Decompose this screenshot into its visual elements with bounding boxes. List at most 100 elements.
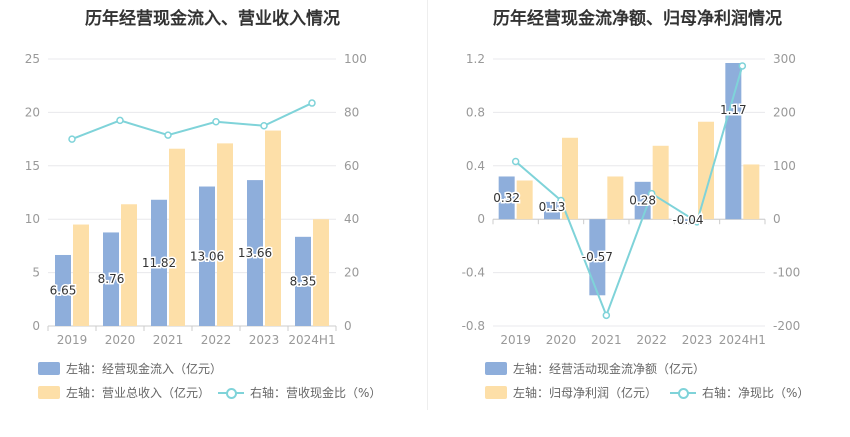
x-axis-tick-label: 2021 — [153, 333, 184, 347]
bar-series-1 — [103, 232, 119, 326]
bar-series-2 — [313, 219, 329, 326]
bar-series-1 — [151, 199, 167, 326]
left-axis-tick-label: 20 — [25, 105, 40, 119]
left-axis-tick-label: 15 — [25, 159, 40, 173]
right-axis-tick-label: 20 — [344, 266, 359, 280]
right-axis-tick-label: -100 — [773, 266, 800, 280]
right-axis-tick-label: 80 — [344, 105, 359, 119]
bar-data-label: 0.28 — [629, 194, 656, 208]
left-axis-tick-label: 0.4 — [466, 159, 485, 173]
chart-title-left: 历年经营现金流入、营业收入情况 — [85, 9, 340, 29]
bar-data-label: 8.76 — [98, 272, 125, 286]
legend-label: 左轴：营业总收入（亿元） — [66, 386, 211, 400]
legend-item-ratio[interactable]: 右轴：营收现金比（%） — [218, 384, 381, 401]
chart-svg-left: 0 5 10 15 20 25 0 20 40 60 80 100 2019 2020 2021 2022 20… — [25, 52, 367, 347]
x-axis-tick-label: 2021 — [591, 333, 622, 347]
legend-item-net-profit[interactable]: 左轴：归母净利润（亿元） — [485, 384, 657, 401]
legend-label: 右轴：营收现金比（%） — [250, 386, 382, 400]
right-axis-tick-label: 100 — [773, 159, 796, 173]
bar-data-label: 0.13 — [539, 200, 566, 214]
chart-panel-right: 历年经营现金流净额、归母净利润情况 -0.8 -0.4 0 0.4 0.8 1.2 -200… — [425, 0, 850, 437]
x-axis-tick-label: 2024H1 — [288, 333, 335, 347]
bar-series-2 — [607, 176, 624, 220]
bar-data-label: -0.04 — [672, 213, 703, 227]
bar-data-label: 0.32 — [493, 191, 520, 205]
legend-line-icon — [670, 386, 696, 399]
right-axis-tick-label: 40 — [344, 212, 359, 226]
left-axis-tick-label: 1.2 — [466, 52, 485, 66]
ratio-point — [308, 99, 316, 107]
bar-series-1 — [589, 219, 606, 296]
ratio-point — [647, 189, 656, 198]
legend-line-icon — [218, 386, 244, 399]
bar-series-1 — [199, 186, 215, 326]
left-axis-tick-label: -0.8 — [462, 319, 485, 333]
ratio-line — [71, 102, 313, 141]
legend-swatch-bar1 — [38, 362, 60, 375]
bar-series-2 — [73, 224, 89, 326]
bar-data-label: 13.66 — [238, 246, 272, 260]
right-axis-tick-label: 200 — [773, 105, 796, 119]
x-axis-tick-label: 2019 — [500, 333, 531, 347]
ratio-point — [164, 131, 172, 139]
bar-data-label: -0.57 — [582, 250, 613, 264]
chart-title-right: 历年经营现金流净额、归母净利润情况 — [493, 9, 782, 29]
bar-data-label: 11.82 — [142, 256, 176, 270]
ratio-point — [738, 62, 747, 70]
legend-item-net-cash[interactable]: 左轴：经营活动现金流净额（亿元） — [485, 360, 705, 377]
legend-label: 右轴：净现比（%） — [702, 386, 810, 400]
left-axis-tick-label: 0 — [477, 212, 485, 226]
ratio-point — [212, 117, 220, 126]
right-axis-tick-label: 0 — [344, 319, 352, 333]
ratio-line — [515, 65, 744, 319]
bar-data-label: 6.65 — [50, 283, 77, 297]
bar-series-1 — [55, 254, 71, 326]
left-axis-tick-label: 5 — [32, 266, 40, 280]
ratio-point — [116, 116, 124, 125]
right-axis-tick-label: 60 — [344, 159, 359, 173]
legend-swatch-bar2 — [38, 386, 60, 399]
left-axis-tick-label: -0.4 — [462, 266, 485, 280]
bar-series-1 — [295, 236, 311, 326]
right-axis-tick-label: 300 — [773, 52, 796, 66]
bar-series-2 — [169, 148, 185, 326]
legend-swatch-bar2 — [485, 386, 507, 399]
legend-item-net-cash-ratio[interactable]: 右轴：净现比（%） — [670, 384, 809, 401]
ratio-point — [511, 157, 520, 166]
legend-label: 左轴：归母净利润（亿元） — [513, 386, 658, 400]
bar-series-2 — [516, 180, 533, 220]
bar-data-label: 1.17 — [720, 103, 747, 117]
panel-divider — [427, 0, 428, 410]
x-axis-tick-label: 2023 — [682, 333, 713, 347]
right-axis-tick-label: -200 — [773, 319, 800, 333]
bar-series-2 — [265, 130, 281, 326]
ratio-point — [68, 135, 76, 143]
x-axis-tick-label: 2019 — [57, 333, 88, 347]
bar-data-label: 13.06 — [190, 249, 224, 263]
left-axis-tick-label: 10 — [25, 212, 40, 226]
bar-series-2 — [562, 137, 578, 220]
bar-series-2 — [652, 145, 669, 220]
legend-item-cash-inflow[interactable]: 左轴：经营现金流入（亿元） — [38, 360, 222, 377]
legend-label: 左轴：经营活动现金流净额（亿元） — [513, 362, 706, 376]
bar-series-1 — [680, 219, 696, 225]
right-axis-tick-label: 0 — [773, 212, 781, 226]
chart-panel-left: 历年经营现金流入、营业收入情况 0 5 10 15 20 25 0 20 40 60 80 100 20… — [25, 9, 382, 401]
x-axis-tick-label: 2022 — [636, 333, 667, 347]
bar-series-1 — [498, 176, 515, 220]
bar-series-2 — [743, 164, 760, 220]
legend-swatch-bar1 — [485, 362, 507, 375]
legend-item-revenue[interactable]: 左轴：营业总收入（亿元） — [38, 384, 210, 401]
bar-series-1 — [544, 201, 560, 220]
x-axis-tick-label: 2020 — [105, 333, 136, 347]
x-axis-tick-label: 2022 — [201, 333, 232, 347]
x-axis-tick-label: 2024H1 — [719, 333, 766, 347]
ratio-point — [557, 196, 565, 205]
x-axis-tick-label: 2023 — [249, 333, 280, 347]
ratio-point — [602, 311, 611, 320]
right-axis-tick-label: 100 — [344, 52, 367, 66]
ratio-point — [693, 218, 701, 226]
left-axis-tick-label: 0 — [32, 319, 40, 333]
bar-series-1 — [725, 63, 742, 220]
bar-series-2 — [121, 204, 137, 326]
